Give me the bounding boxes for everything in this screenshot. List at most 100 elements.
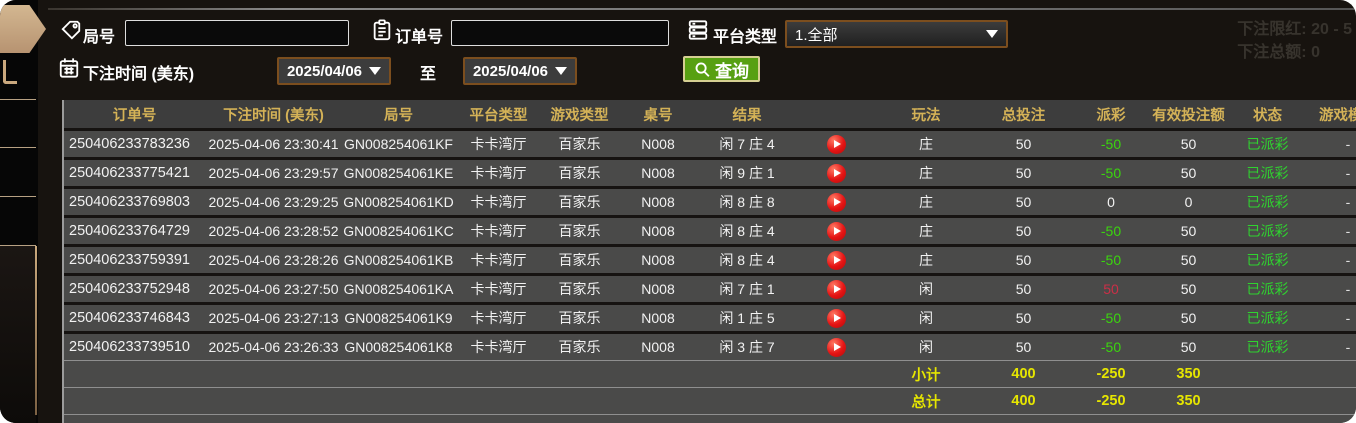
cell-play-type: 闲 <box>878 302 974 331</box>
table-row: 250406233783236 2025-04-06 23:30:41 GN0082… <box>64 128 1356 157</box>
cell-order: 250406233739510 <box>64 331 205 360</box>
cell-play-type: 庄 <box>878 244 974 273</box>
column-header: 桌号 <box>617 100 699 128</box>
cell-order: 250406233769803 <box>64 186 205 215</box>
cell-play-type: 庄 <box>878 157 974 186</box>
cell-result: 闲 8 庄 4 <box>699 244 795 273</box>
cell-total-bet: 50 <box>974 331 1073 360</box>
sidebar <box>0 0 46 423</box>
cell-table-no: N008 <box>617 273 699 302</box>
cell-round: GN008254061K8 <box>342 331 455 360</box>
cell-status: 已派彩 <box>1228 157 1307 186</box>
query-button[interactable]: 查询 <box>683 56 760 82</box>
cell-play-type: 庄 <box>878 215 974 244</box>
column-header: 局号 <box>342 100 455 128</box>
play-cell <box>795 215 878 244</box>
cell-order: 250406233746843 <box>64 302 205 331</box>
cell-result: 闲 8 庄 4 <box>699 215 795 244</box>
column-header: 游戏类型 <box>542 100 617 128</box>
sidebar-divider <box>0 99 36 100</box>
cell-time: 2025-04-06 23:28:52 <box>205 215 342 244</box>
records-table: 订单号 下注时间 (美东) 局号 平台类型 游戏类型 桌号 结果 玩法 总投注 派彩 有效投注额 状态… <box>64 100 1356 423</box>
cell-total-bet: 50 <box>974 128 1073 157</box>
cell-status: 已派彩 <box>1228 128 1307 157</box>
query-button-label: 查询 <box>715 61 749 81</box>
cell-mode: - <box>1307 128 1356 157</box>
cell-result: 闲 7 庄 1 <box>699 273 795 302</box>
play-video-icon[interactable] <box>827 279 846 299</box>
cell-total-bet: 50 <box>974 302 1073 331</box>
cell-result: 闲 8 庄 8 <box>699 186 795 215</box>
round-number-input[interactable] <box>125 20 349 46</box>
table-body: 250406233783236 2025-04-06 23:30:41 GN0082… <box>64 128 1356 360</box>
play-video-icon[interactable] <box>827 221 846 241</box>
sidebar-divider <box>0 196 36 197</box>
play-cell <box>795 128 878 157</box>
total-mode-spacer <box>1307 387 1356 414</box>
play-triangle <box>834 256 841 264</box>
cell-time: 2025-04-06 23:28:26 <box>205 244 342 273</box>
platform-type-value: 1.全部 <box>795 26 838 44</box>
panel-top-edge <box>48 8 1356 10</box>
play-video-icon[interactable] <box>827 250 846 270</box>
cell-result: 闲 3 庄 7 <box>699 331 795 360</box>
cell-round: GN008254061KA <box>342 273 455 302</box>
chevron-down-icon <box>986 30 998 38</box>
cell-round: GN008254061KB <box>342 244 455 273</box>
play-triangle <box>834 314 841 322</box>
cell-platform: 卡卡湾厅 <box>455 244 542 273</box>
play-cell <box>795 157 878 186</box>
play-triangle <box>834 140 841 148</box>
column-header: 平台类型 <box>455 100 542 128</box>
cell-mode: - <box>1307 244 1356 273</box>
subtotal-payout: -250 <box>1073 360 1149 387</box>
play-video-icon[interactable] <box>827 308 846 328</box>
total-status-spacer <box>1228 387 1307 414</box>
cell-table-no: N008 <box>617 186 699 215</box>
play-video-icon[interactable] <box>827 134 846 154</box>
filter-bar: 局号 订单号 平台类型 1.全部 <box>38 10 1356 100</box>
play-triangle <box>834 169 841 177</box>
cell-platform: 卡卡湾厅 <box>455 273 542 302</box>
cell-payout: -50 <box>1073 244 1149 273</box>
play-video-icon[interactable] <box>827 192 846 212</box>
sidebar-edge-line <box>35 246 37 415</box>
chevron-down-icon <box>555 67 568 75</box>
sidebar-partial-glyph <box>3 60 17 84</box>
total-valid-bet: 350 <box>1149 387 1228 414</box>
search-icon <box>694 61 711 78</box>
column-header: 结果 <box>699 100 795 128</box>
play-triangle <box>834 285 841 293</box>
cell-play-type: 庄 <box>878 128 974 157</box>
cell-order: 250406233764729 <box>64 215 205 244</box>
column-header: 下注时间 (美东) <box>205 100 342 128</box>
date-to-value: 2025/04/06 <box>472 62 549 80</box>
cell-total-bet: 50 <box>974 157 1073 186</box>
cell-result: 闲 9 庄 1 <box>699 157 795 186</box>
clipboard-icon <box>371 19 393 41</box>
platform-list-icon <box>687 19 709 41</box>
cell-mode: - <box>1307 273 1356 302</box>
play-video-icon[interactable] <box>827 337 846 357</box>
date-to-picker[interactable]: 2025/04/06 <box>463 57 577 85</box>
cell-game: 百家乐 <box>542 128 617 157</box>
cell-payout: -50 <box>1073 157 1149 186</box>
platform-type-select[interactable]: 1.全部 <box>785 20 1008 48</box>
cell-result: 闲 1 庄 5 <box>699 302 795 331</box>
play-video-icon[interactable] <box>827 163 846 183</box>
column-header: 状态 <box>1228 100 1307 128</box>
cell-total-bet: 50 <box>974 273 1073 302</box>
date-from-picker[interactable]: 2025/04/06 <box>277 57 391 85</box>
table-row: 250406233752948 2025-04-06 23:27:50 GN0082… <box>64 273 1356 302</box>
total-label: 总计 <box>878 387 974 414</box>
cell-time: 2025-04-06 23:27:13 <box>205 302 342 331</box>
cell-status: 已派彩 <box>1228 273 1307 302</box>
cell-valid-bet: 0 <box>1149 186 1228 215</box>
order-number-input[interactable] <box>451 20 669 46</box>
cell-payout: -50 <box>1073 331 1149 360</box>
play-triangle <box>834 343 841 351</box>
cell-valid-bet: 50 <box>1149 215 1228 244</box>
table-row: 250406233746843 2025-04-06 23:27:13 GN0082… <box>64 302 1356 331</box>
cell-round: GN008254061KF <box>342 128 455 157</box>
